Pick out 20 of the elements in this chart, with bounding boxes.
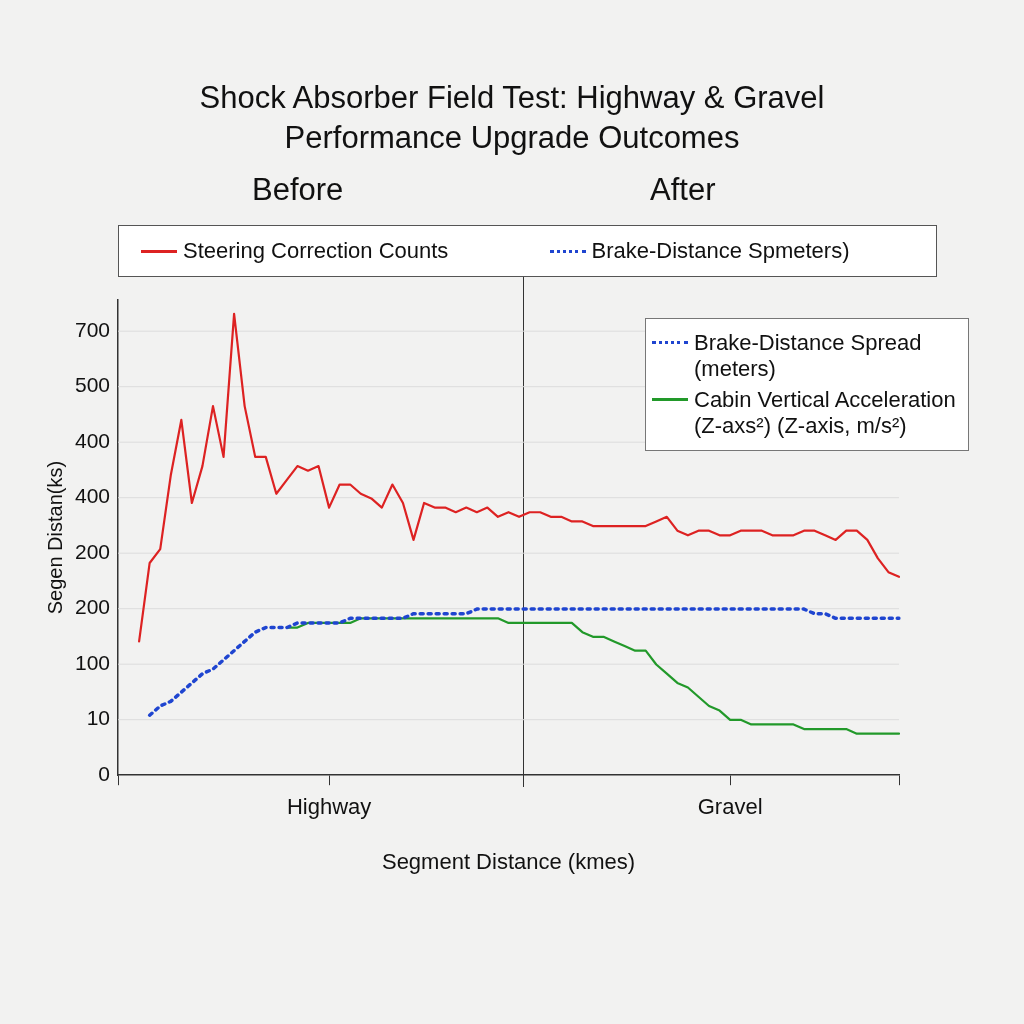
- legend-label: Steering Correction Counts: [183, 238, 449, 264]
- text: 700: [74, 317, 110, 341]
- x-tick-label: Gravel: [697, 794, 763, 820]
- chart-title: Shock Absorber Field Test: Highway & Gravel Performance Upgrade Outcomes: [198, 79, 826, 157]
- text: 400: [74, 428, 110, 452]
- text: 100: [74, 650, 110, 674]
- legend-label: Brake-Distance Spread (meters): [694, 330, 923, 382]
- legend-label: Cabin Vertical Acceleration (Z-axs²) (Z-axis, m/s²): [694, 387, 957, 439]
- y-axis-title: Segen Distan(ks): [43, 460, 66, 615]
- text: 500: [74, 373, 110, 397]
- text: 200: [74, 595, 110, 619]
- x-axis-title: Segment Distance (kmes): [381, 848, 636, 874]
- text: Before: [252, 172, 344, 208]
- text: Brake-Distance Spmeters): [591, 238, 850, 264]
- text: 0: [98, 762, 110, 785]
- text: 10: [86, 706, 110, 730]
- x-tick-label: Highway: [286, 794, 372, 820]
- text: 400: [74, 484, 110, 508]
- text: 200: [74, 539, 110, 563]
- text: After: [650, 172, 716, 208]
